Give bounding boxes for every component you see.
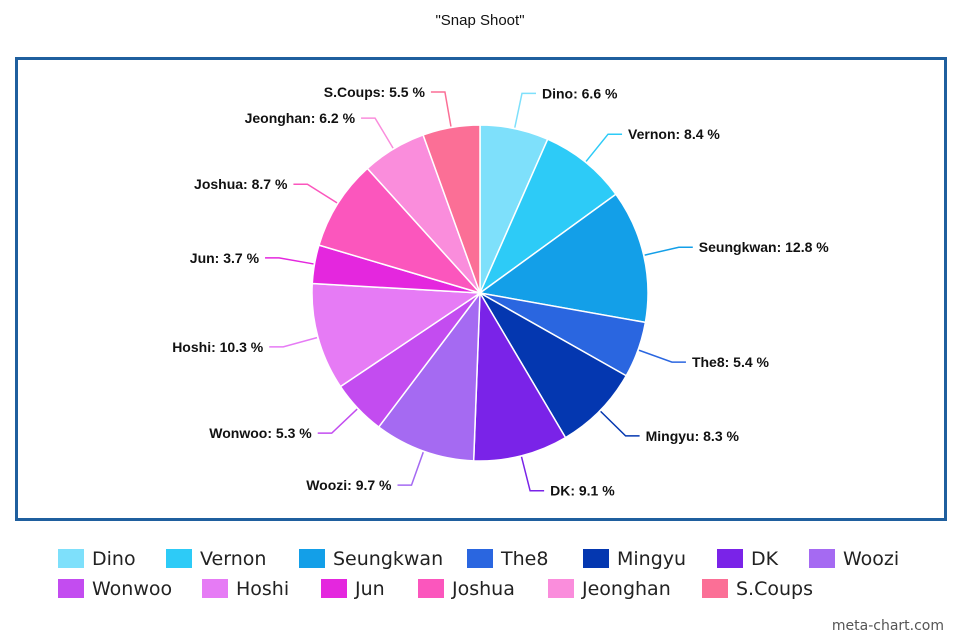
leader-line-dk bbox=[520, 456, 545, 492]
legend-swatch bbox=[321, 579, 347, 598]
data-label-woozi: Woozi: 9.7 % bbox=[306, 477, 392, 493]
legend-label: Jeonghan bbox=[582, 578, 671, 600]
legend-label: Wonwoo bbox=[92, 578, 173, 600]
leader-line-jun bbox=[265, 257, 314, 265]
legend-label: Dino bbox=[92, 548, 136, 570]
data-label-s-coups: S.Coups: 5.5 % bbox=[324, 84, 426, 100]
watermark: meta-chart.com bbox=[831, 618, 944, 634]
data-label-dk: DK: 9.1 % bbox=[550, 483, 615, 499]
leader-line-joshua bbox=[293, 183, 338, 204]
leader-line-woozi bbox=[397, 451, 424, 486]
legend-swatch bbox=[702, 579, 728, 598]
leader-line-the8 bbox=[638, 349, 686, 363]
legend-swatch bbox=[717, 549, 743, 568]
pie-slice-hoshi bbox=[311, 282, 483, 388]
leader-line-seungkwan bbox=[644, 246, 693, 256]
plot-frame bbox=[15, 57, 947, 521]
data-label-seungkwan: Seungkwan: 12.8 % bbox=[699, 239, 829, 255]
legend-swatch bbox=[467, 549, 493, 568]
pie-slice-s-coups bbox=[422, 124, 481, 294]
data-label-joshua: Joshua: 8.7 % bbox=[194, 176, 288, 192]
leader-line-dino bbox=[514, 92, 536, 128]
legend-swatch bbox=[809, 549, 835, 568]
leader-line-mingyu bbox=[600, 410, 640, 437]
leader-line-jeonghan bbox=[361, 117, 394, 149]
data-label-jeonghan: Jeonghan: 6.2 % bbox=[245, 110, 356, 126]
pie-slice-woozi bbox=[377, 290, 481, 462]
data-label-jun: Jun: 3.7 % bbox=[190, 250, 260, 266]
data-label-hoshi: Hoshi: 10.3 % bbox=[172, 339, 264, 355]
pie-slice-joshua bbox=[318, 167, 483, 295]
leader-line-wonwoo bbox=[317, 408, 358, 434]
legend-label: Vernon bbox=[200, 548, 267, 570]
data-label-the8: The8: 5.4 % bbox=[692, 354, 770, 370]
legend-swatch bbox=[583, 549, 609, 568]
pie-slice-mingyu bbox=[477, 290, 628, 439]
chart-title: "Snap Shoot" bbox=[435, 12, 525, 29]
legend-label: S.Coups bbox=[736, 578, 813, 600]
legend-label: Seungkwan bbox=[333, 548, 444, 570]
data-label-wonwoo: Wonwoo: 5.3 % bbox=[209, 425, 312, 441]
leader-line-vernon bbox=[585, 133, 623, 162]
legend-swatch bbox=[548, 579, 574, 598]
legend-label: The8 bbox=[501, 548, 549, 570]
legend-label: Hoshi bbox=[236, 578, 290, 600]
legend-swatch bbox=[58, 579, 84, 598]
legend-label: Jun bbox=[355, 578, 385, 600]
data-label-dino: Dino: 6.6 % bbox=[542, 85, 618, 101]
pie-slice-seungkwan bbox=[478, 193, 649, 324]
data-label-mingyu: Mingyu: 8.3 % bbox=[646, 428, 740, 444]
legend-swatch bbox=[166, 549, 192, 568]
leader-line-hoshi bbox=[269, 336, 318, 348]
legend-swatch bbox=[58, 549, 84, 568]
legend-swatch bbox=[418, 579, 444, 598]
data-label-vernon: Vernon: 8.4 % bbox=[628, 126, 720, 142]
leader-line-s-coups bbox=[430, 91, 452, 127]
legend-label: Woozi bbox=[843, 548, 900, 570]
legend-swatch bbox=[299, 549, 325, 568]
legend-label: Mingyu bbox=[617, 548, 687, 570]
legend-label: Joshua bbox=[452, 578, 515, 600]
legend-label: DK bbox=[751, 548, 779, 570]
pie-slice-dk bbox=[472, 290, 567, 462]
legend-swatch bbox=[202, 579, 228, 598]
pie-slice-vernon bbox=[478, 138, 617, 296]
